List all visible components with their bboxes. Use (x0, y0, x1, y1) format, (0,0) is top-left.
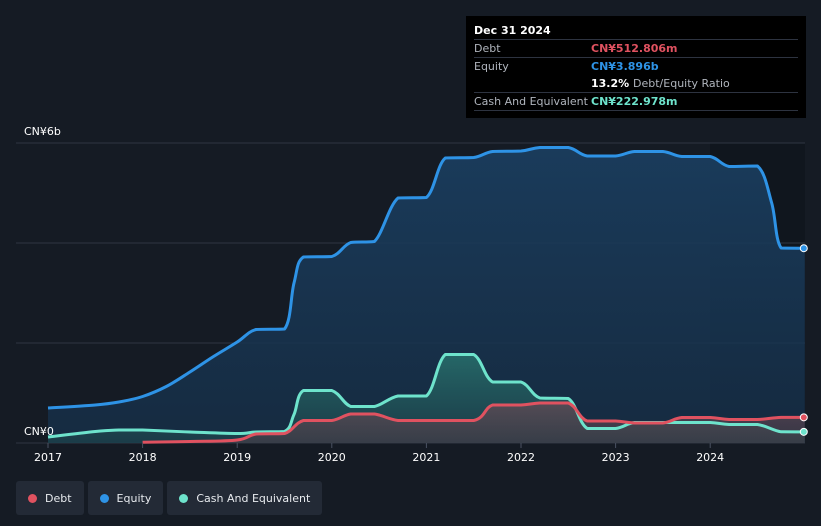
y-label-bottom: CN¥0 (24, 425, 54, 438)
x-tick-label: 2019 (223, 451, 251, 464)
tooltip-debt-label: Debt (474, 42, 501, 55)
tooltip-equity-label: Equity (474, 60, 509, 73)
debt-line (142, 401, 805, 444)
equity-line (47, 146, 805, 410)
legend-label-debt: Debt (45, 491, 72, 505)
tooltip-equity-value: CN¥3.896b (591, 60, 659, 73)
legend-item-debt[interactable]: Debt (16, 481, 84, 515)
x-tick-label: 2020 (318, 451, 346, 464)
tooltip-row-debt: Debt CN¥512.806m (474, 39, 798, 57)
x-tick-label: 2021 (412, 451, 440, 464)
debt-end-marker (799, 413, 808, 422)
equity-area (48, 147, 805, 443)
legend-item-cash[interactable]: Cash And Equivalent (167, 481, 323, 515)
x-tick-label: 2018 (129, 451, 157, 464)
cash-area (48, 354, 805, 443)
tooltip-cash-label: Cash And Equivalent (474, 95, 588, 108)
x-tick-label: 2024 (696, 451, 724, 464)
legend-label-equity: Equity (116, 491, 152, 505)
series-lines (47, 146, 805, 444)
tooltip-date: Dec 31 2024 (474, 24, 551, 37)
legend-item-equity[interactable]: Equity (87, 481, 164, 515)
x-tick-label: 2023 (602, 451, 630, 464)
x-tick-label: 2017 (34, 451, 62, 464)
tooltip-row-ratio: 13.2% Debt/Equity Ratio (474, 75, 798, 92)
legend-dot-debt (28, 493, 37, 503)
cash-line (47, 353, 805, 439)
debt-area (142, 403, 805, 443)
legend-label-cash: Cash And Equivalent (196, 491, 311, 505)
tooltip-panel: Dec 31 2024 Debt CN¥512.806m Equity CN¥3… (466, 16, 806, 118)
legend: Debt Equity Cash And Equivalent (16, 481, 323, 515)
tooltip-cash-value: CN¥222.978m (591, 95, 678, 108)
x-tick-label: 2022 (507, 451, 535, 464)
tooltip-row-cash: Cash And Equivalent CN¥222.978m (474, 92, 798, 111)
tooltip-row-equity: Equity CN¥3.896b (474, 57, 798, 75)
series-areas (48, 147, 805, 443)
legend-dot-cash (179, 493, 189, 503)
end-markers (799, 244, 808, 436)
legend-dot-equity (99, 493, 109, 503)
x-axis-ticks: 2017 2018 2019 2020 2021 2022 2023 2024 (34, 443, 724, 464)
y-label-top: CN¥6b (24, 125, 61, 138)
cash-end-marker (799, 427, 808, 436)
tooltip-ratio-label: Debt/Equity Ratio (633, 77, 730, 90)
tooltip-debt-value: CN¥512.806m (591, 42, 678, 55)
tooltip-ratio-value: 13.2% (591, 77, 630, 90)
equity-end-marker (799, 244, 808, 253)
